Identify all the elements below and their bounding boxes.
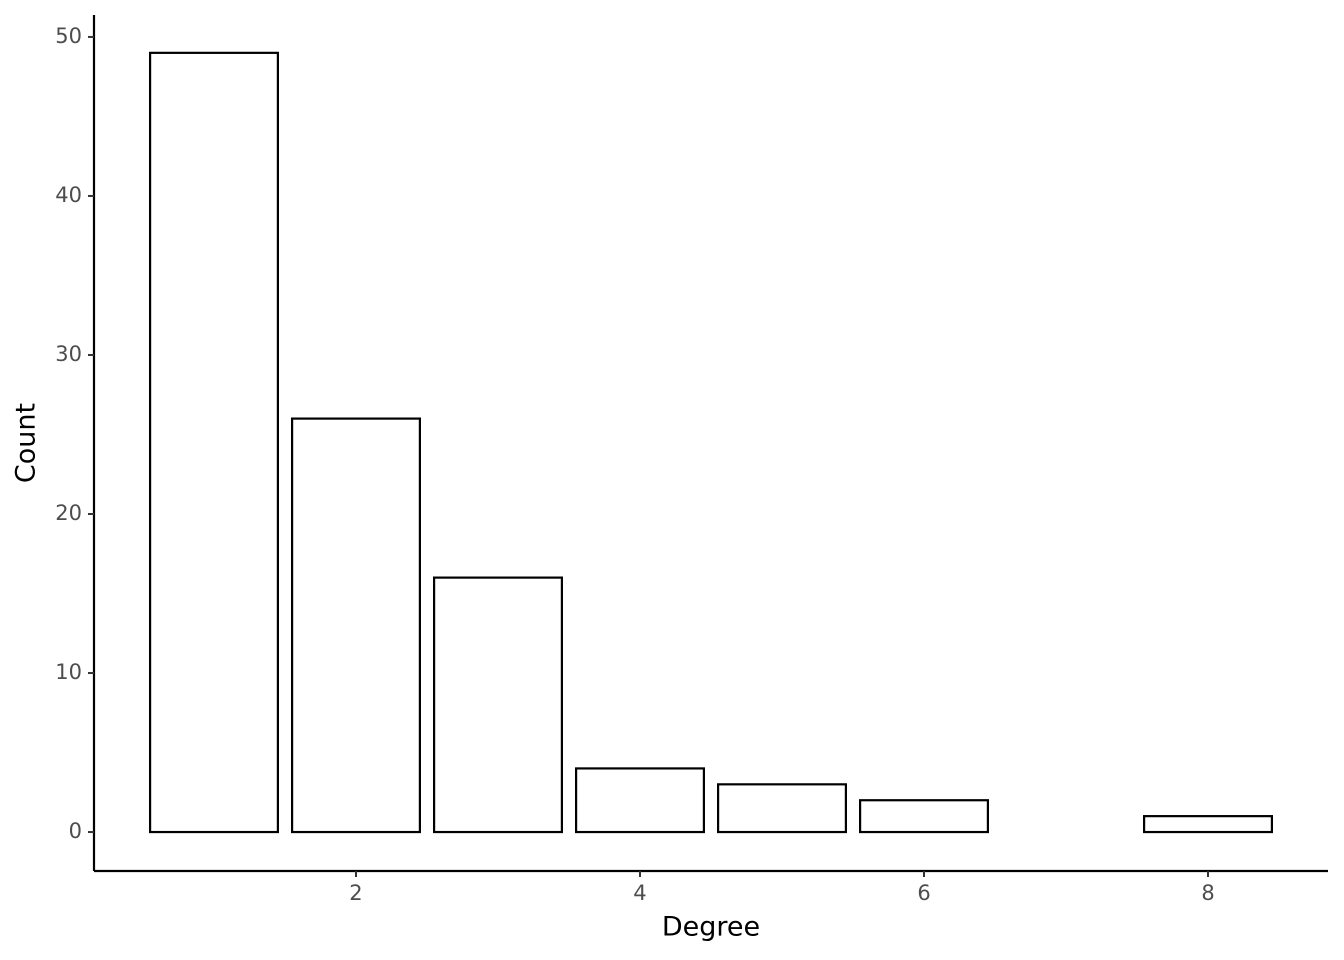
y-axis-title: Count [11, 403, 42, 483]
bar [859, 799, 990, 834]
bar [717, 783, 848, 834]
bar [574, 767, 705, 834]
y-tick-label: 30 [55, 342, 82, 366]
y-tick-label: 20 [55, 501, 82, 525]
x-tick-label: 4 [633, 881, 646, 905]
x-tick-label: 6 [917, 881, 930, 905]
bar [1143, 815, 1274, 834]
x-tick-label: 2 [349, 881, 362, 905]
bar [290, 417, 421, 834]
x-axis-title: Degree [662, 912, 760, 943]
y-tick-label: 50 [55, 24, 82, 48]
bar [148, 51, 279, 834]
x-tick-label: 8 [1201, 881, 1214, 905]
y-tick-label: 40 [55, 183, 82, 207]
y-tick-label: 0 [69, 819, 82, 843]
bar [432, 576, 563, 834]
y-tick-label: 10 [55, 660, 82, 684]
